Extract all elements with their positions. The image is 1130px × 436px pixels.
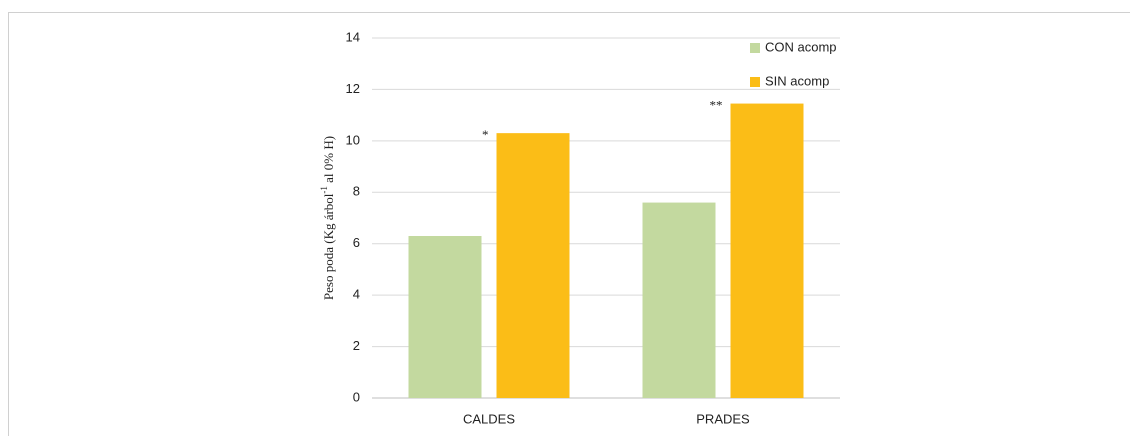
frame [8,12,1130,436]
annotation: ** [710,98,723,113]
y-label-sup: -1 [319,186,329,194]
legend-swatch [750,43,760,53]
y-tick-label: 2 [353,338,360,353]
y-label-text: Peso poda (Kg árbol [321,193,336,300]
y-tick-label: 12 [346,81,360,96]
y-tick-label: 14 [346,29,360,44]
y-axis-label: Peso poda (Kg árbol-1 al 0% H) [319,136,336,300]
bar [730,103,804,399]
bar [642,202,716,398]
y-tick-label: 10 [346,132,360,147]
y-tick-label: 0 [353,389,360,404]
bar [408,236,482,398]
annotation: * [482,127,489,142]
y-tick-label: 6 [353,235,360,250]
legend-label: CON acomp [765,39,837,54]
bar [496,133,570,398]
y-tick-label: 4 [353,287,360,302]
legend-swatch [750,77,760,87]
x-tick-label: PRADES [696,411,750,426]
x-tick-label: CALDES [463,411,515,426]
y-tick-label: 8 [353,184,360,199]
y-label-rest: al 0% H) [321,136,336,186]
legend-label: SIN acomp [765,73,829,88]
